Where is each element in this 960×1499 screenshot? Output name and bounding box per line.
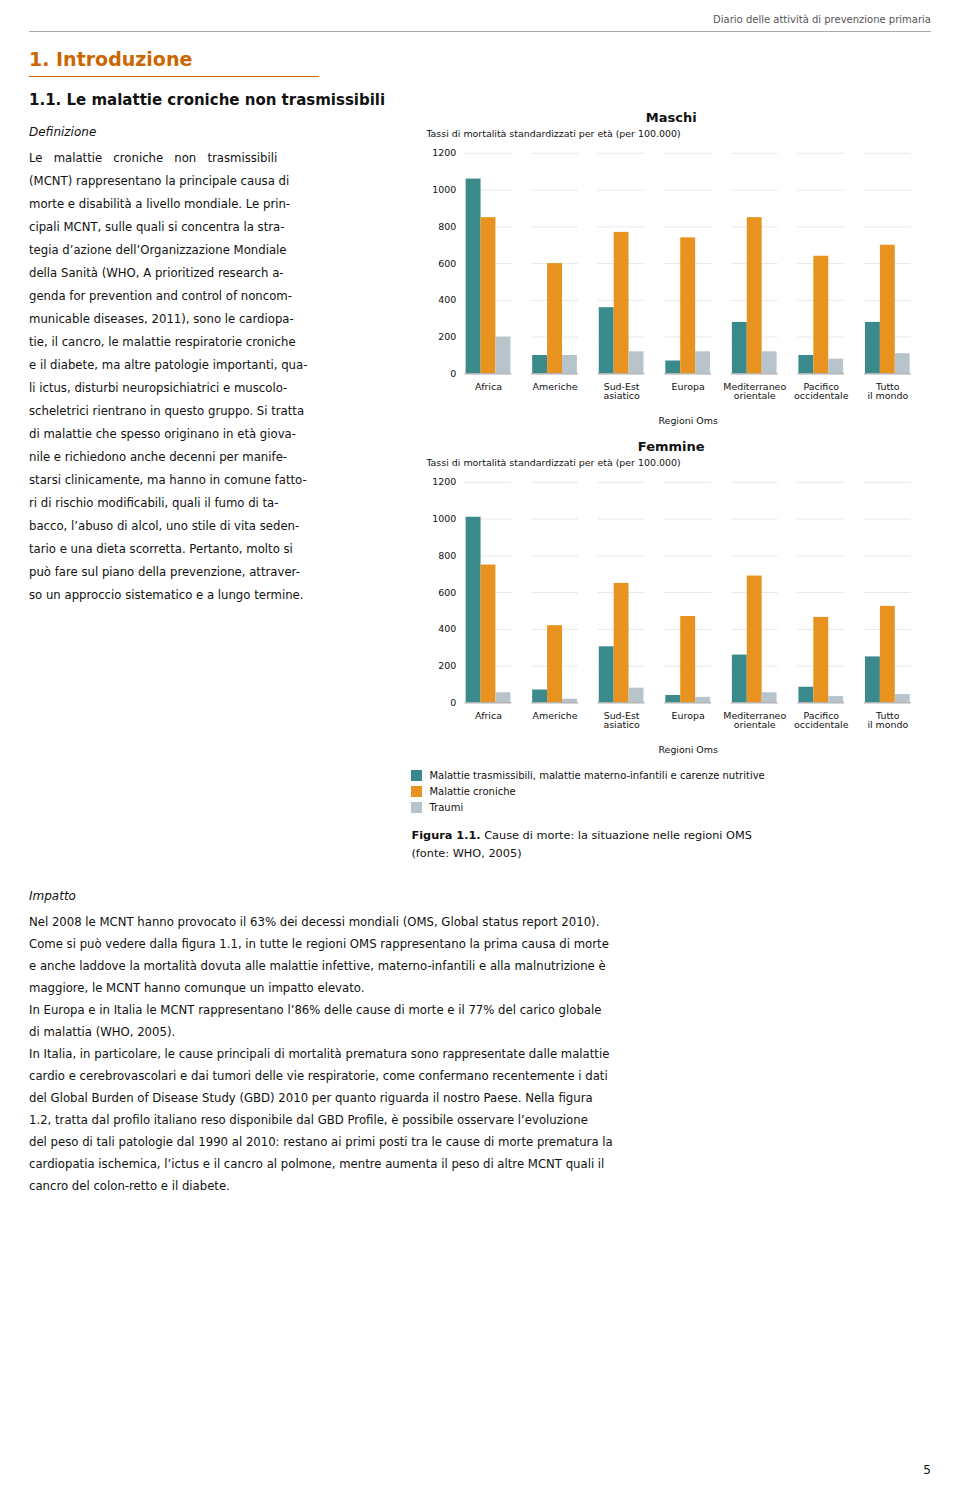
svg-text:400: 400 [439, 294, 457, 305]
html-text:Diario delle attività di preve: Diario delle attività di prevenzione pri… [713, 14, 931, 25]
html-text:(fonte: WHO, 2005): (fonte: WHO, 2005) [411, 846, 522, 860]
html-text:In Europa e in Italia le MCNT: In Europa e in Italia le MCNT rappresent… [29, 1002, 602, 1017]
svg-text:Mediterraneoorientale: Mediterraneoorientale [724, 709, 787, 729]
svg-text:800: 800 [439, 550, 457, 561]
html-text:Definizione: Definizione [29, 125, 97, 139]
html-text:di malattia (WHO, 2005).: di malattia (WHO, 2005). [29, 1024, 176, 1039]
html-text:Traumi: Traumi [429, 801, 464, 813]
html-text:di malattie che spesso origina: di malattie che spesso originano in età … [29, 427, 296, 441]
svg-text:Regioni Oms: Regioni Oms [659, 743, 718, 754]
html-text:Malattie croniche: Malattie croniche [429, 785, 516, 797]
svg-text:Africa: Africa [476, 709, 503, 720]
svg-text:Americhe: Americhe [533, 709, 578, 720]
html-text:nile e richiedono anche decenn: nile e richiedono anche decenni per mani… [29, 450, 287, 464]
html-text:Nel 2008 le MCNT hanno provoca: Nel 2008 le MCNT hanno provocato il 63% … [29, 914, 600, 929]
svg-text:1200: 1200 [433, 147, 457, 158]
html-text:Impatto: Impatto [29, 888, 76, 903]
svg-text:Africa: Africa [476, 381, 503, 392]
svg-text:Pacificooccidentale: Pacificooccidentale [795, 381, 850, 401]
svg-text:0: 0 [451, 368, 457, 379]
html-text:1.1. Le malattie croniche non: 1.1. Le malattie croniche non trasmissib… [29, 91, 386, 109]
html-text:può fare sul piano della preve: può fare sul piano della prevenzione, at… [29, 565, 300, 579]
html-text:Figura 1.1. Cause di morte: la: Figura 1.1. Cause di morte: la situazion… [411, 828, 752, 842]
html-text:so un approccio sistematico e: so un approccio sistematico e a lungo te… [29, 588, 304, 602]
svg-text:1000: 1000 [433, 184, 457, 195]
html-text:del Global Burden of Disease S: del Global Burden of Disease Study (GBD)… [29, 1090, 593, 1105]
html-text:cardio e cerebrovascolari e da: cardio e cerebrovascolari e dai tumori d… [29, 1068, 608, 1083]
html-text:maggiore, le MCNT hanno comunq: maggiore, le MCNT hanno comunque un impa… [29, 980, 365, 995]
svg-text:0: 0 [451, 697, 457, 708]
html-text:1. Introduzione: 1. Introduzione [29, 48, 193, 70]
html-text:cancro del colon-retto e il di: cancro del colon-retto e il diabete. [29, 1178, 230, 1193]
html-text:5: 5 [923, 1463, 931, 1477]
svg-text:Tassi di mortalità standardizz: Tassi di mortalità standardizzati per et… [426, 128, 681, 139]
html-text:del peso di tali patologie dal: del peso di tali patologie dal 1990 al 2… [29, 1134, 613, 1149]
html-text:cipali MCNT, sulle quali si co: cipali MCNT, sulle quali si concentra la… [29, 220, 285, 234]
svg-text:800: 800 [439, 221, 457, 232]
svg-text:Europa: Europa [672, 381, 705, 392]
svg-text:400: 400 [439, 623, 457, 634]
html-text:tegia d’azione dell’Organizzaz: tegia d’azione dell’Organizzazione Mondi… [29, 243, 287, 257]
html-text:municable diseases, 2011), son: municable diseases, 2011), sono le cardi… [29, 312, 294, 326]
html-text:Come si può vedere dalla figur: Come si può vedere dalla figura 1.1, in … [29, 936, 609, 951]
svg-text:Sud-Estasiatico: Sud-Estasiatico [604, 709, 641, 729]
html-text:starsi clinicamente, ma hanno: starsi clinicamente, ma hanno in comune … [29, 473, 307, 487]
svg-text:600: 600 [439, 587, 457, 598]
svg-text:200: 200 [439, 660, 457, 671]
html-text:tario e una dieta scorretta. P: tario e una dieta scorretta. Pertanto, m… [29, 542, 293, 556]
html-text:(MCNT) rappresentano la princi: (MCNT) rappresentano la principale causa… [29, 174, 290, 188]
html-text:scheletrici rientrano in quest: scheletrici rientrano in questo gruppo. … [29, 404, 305, 418]
svg-text:Regioni Oms: Regioni Oms [659, 415, 718, 426]
html-text:della Sanità (WHO, A prioritiz: della Sanità (WHO, A prioritized researc… [29, 266, 284, 280]
html-text:Femmine: Femmine [637, 439, 705, 454]
html-text:Malattie trasmissibili, malatt: Malattie trasmissibili, malattie materno… [429, 769, 765, 781]
html-text:morte e disabilità a livello m: morte e disabilità a livello mondiale. L… [29, 197, 291, 211]
html-text:1.2, tratta dal profilo italia: 1.2, tratta dal profilo italiano reso di… [29, 1112, 588, 1127]
html-text:Le malattie croniche non trasm: Le malattie croniche non trasmissibili [29, 151, 278, 165]
html-text:genda for prevention and contr: genda for prevention and control of nonc… [29, 289, 292, 303]
svg-text:Europa: Europa [672, 709, 705, 720]
svg-text:Tuttoil mondo: Tuttoil mondo [868, 709, 909, 729]
svg-text:1000: 1000 [433, 513, 457, 524]
html-text:In Italia, in particolare, le: In Italia, in particolare, le cause prin… [29, 1046, 610, 1061]
html-text:Maschi: Maschi [645, 110, 697, 125]
html-text:ri di rischio modificabili, qu: ri di rischio modificabili, quali il fum… [29, 496, 279, 510]
html-text:bacco, l’abuso di alcol, uno s: bacco, l’abuso di alcol, uno stile di vi… [29, 519, 300, 533]
svg-text:600: 600 [439, 258, 457, 269]
svg-text:Sud-Estasiatico: Sud-Estasiatico [604, 381, 641, 401]
svg-text:Americhe: Americhe [533, 381, 578, 392]
svg-text:Tassi di mortalità standardizz: Tassi di mortalità standardizzati per et… [426, 457, 681, 468]
svg-text:Mediterraneoorientale: Mediterraneoorientale [724, 381, 787, 401]
html-text:li ictus, disturbi neuropsichi: li ictus, disturbi neuropsichiatrici e m… [29, 381, 288, 395]
svg-text:1200: 1200 [433, 476, 457, 487]
svg-text:200: 200 [439, 331, 457, 342]
html-text:e anche laddove la mortalità d: e anche laddove la mortalità dovuta alle… [29, 958, 606, 973]
html-text:tie, il cancro, le malattie re: tie, il cancro, le malattie respiratorie… [29, 335, 296, 349]
html-text:cardiopatia ischemica, l’ictus: cardiopatia ischemica, l’ictus e il canc… [29, 1156, 605, 1171]
html-text:e il diabete, ma altre patolog: e il diabete, ma altre patologie importa… [29, 358, 308, 372]
svg-text:Tuttoil mondo: Tuttoil mondo [868, 381, 909, 401]
svg-text:Pacificooccidentale: Pacificooccidentale [795, 709, 850, 729]
